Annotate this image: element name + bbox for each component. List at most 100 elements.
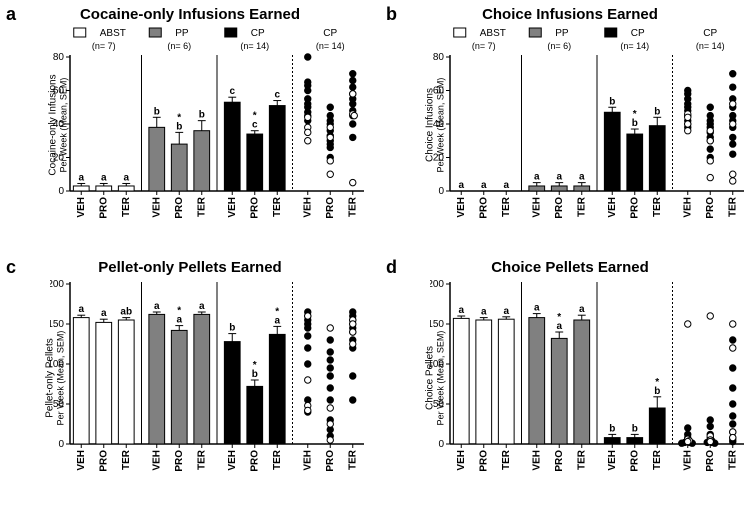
- svg-text:TER: TER: [576, 196, 587, 217]
- svg-text:PRO: PRO: [249, 197, 260, 219]
- svg-text:ABST: ABST: [100, 28, 126, 39]
- panel-a: a Cocaine-only Infusions Earned Cocaine-…: [0, 0, 380, 253]
- svg-text:a: a: [503, 180, 509, 191]
- svg-text:200: 200: [50, 279, 64, 290]
- ylabel-b: Choice Infusions Per Week (Mean, SEM): [424, 78, 446, 173]
- svg-text:*: *: [177, 306, 181, 317]
- svg-text:b: b: [199, 110, 205, 121]
- svg-text:a: a: [78, 304, 84, 315]
- svg-text:a: a: [579, 304, 585, 315]
- svg-text:*: *: [253, 360, 257, 371]
- svg-text:TER: TER: [727, 196, 738, 217]
- svg-text:PRO: PRO: [325, 450, 336, 472]
- svg-text:VEH: VEH: [302, 197, 313, 218]
- svg-text:CP: CP: [703, 28, 717, 39]
- svg-text:VEH: VEH: [76, 197, 87, 218]
- svg-text:(n= 14): (n= 14): [316, 41, 345, 51]
- svg-text:PRO: PRO: [478, 197, 489, 219]
- svg-text:a: a: [481, 180, 487, 191]
- svg-text:PRO: PRO: [325, 197, 336, 219]
- svg-text:(n= 7): (n= 7): [472, 41, 496, 51]
- svg-text:TER: TER: [121, 196, 132, 217]
- svg-text:TER: TER: [501, 196, 512, 217]
- svg-text:a: a: [123, 172, 129, 183]
- svg-text:TER: TER: [121, 449, 132, 470]
- svg-text:PRO: PRO: [554, 450, 565, 472]
- svg-text:0: 0: [58, 439, 64, 450]
- svg-text:200: 200: [430, 279, 444, 290]
- ylabel-b-line1: Choice Infusions: [424, 88, 435, 162]
- figure-grid: a Cocaine-only Infusions Earned Cocaine-…: [0, 0, 748, 506]
- chart-c-zone: Pellet-only Pellets Per Week (Mean, SEM)…: [50, 278, 368, 478]
- svg-text:a: a: [154, 301, 160, 312]
- svg-text:PRO: PRO: [174, 450, 185, 472]
- svg-text:a: a: [101, 172, 107, 183]
- svg-text:c: c: [229, 86, 235, 97]
- svg-text:(n= 14): (n= 14): [696, 41, 725, 51]
- svg-text:(n= 14): (n= 14): [620, 41, 649, 51]
- panel-title-a: Cocaine-only Infusions Earned: [6, 6, 374, 23]
- svg-text:(n= 6): (n= 6): [167, 41, 191, 51]
- svg-text:PRO: PRO: [98, 197, 109, 219]
- svg-text:PRO: PRO: [705, 450, 716, 472]
- svg-text:b: b: [632, 423, 638, 434]
- svg-text:(n= 14): (n= 14): [240, 41, 269, 51]
- panel-label-d: d: [386, 257, 397, 278]
- ylabel-a-line1: Cocaine-only Infusions: [48, 74, 59, 175]
- svg-text:b: b: [609, 96, 615, 107]
- svg-text:0: 0: [438, 439, 444, 450]
- svg-text:TER: TER: [347, 196, 358, 217]
- svg-text:VEH: VEH: [456, 450, 467, 471]
- svg-text:*: *: [655, 377, 659, 388]
- svg-text:b: b: [609, 423, 615, 434]
- ylabel-b-line2: Per Week (Mean, SEM): [435, 78, 445, 173]
- panel-label-a: a: [6, 4, 16, 25]
- svg-text:b: b: [229, 323, 235, 334]
- svg-text:a: a: [503, 306, 509, 317]
- svg-text:ab: ab: [120, 307, 132, 318]
- svg-text:VEH: VEH: [607, 197, 618, 218]
- chart-c: 050100150200aVEHaPROabTERaVEHa*PROaTERbV…: [50, 278, 368, 478]
- svg-text:TER: TER: [272, 196, 283, 217]
- svg-text:a: a: [579, 172, 585, 183]
- svg-text:80: 80: [433, 52, 445, 63]
- svg-text:VEH: VEH: [227, 450, 238, 471]
- chart-a-zone: Cocaine-only Infusions Per Week (Mean, S…: [50, 25, 368, 225]
- panel-label-c: c: [6, 257, 16, 278]
- svg-text:ABST: ABST: [480, 28, 506, 39]
- svg-text:(n= 7): (n= 7): [92, 41, 116, 51]
- svg-text:CP: CP: [251, 28, 265, 39]
- panel-d: d Choice Pellets Earned Choice Pellets P…: [380, 253, 748, 506]
- svg-text:80: 80: [53, 52, 65, 63]
- svg-text:PRO: PRO: [629, 197, 640, 219]
- panel-title-d: Choice Pellets Earned: [386, 259, 748, 276]
- svg-text:TER: TER: [652, 196, 663, 217]
- svg-text:PRO: PRO: [554, 197, 565, 219]
- ylabel-a: Cocaine-only Infusions Per Week (Mean, S…: [48, 74, 70, 175]
- svg-text:a: a: [534, 172, 540, 183]
- svg-text:*: *: [177, 112, 181, 123]
- svg-text:a: a: [534, 303, 540, 314]
- svg-text:a: a: [481, 307, 487, 318]
- svg-text:a: a: [458, 180, 464, 191]
- svg-text:b: b: [654, 106, 660, 117]
- svg-text:(n= 6): (n= 6): [547, 41, 571, 51]
- svg-text:TER: TER: [272, 449, 283, 470]
- ylabel-c: Pellet-only Pellets Per Week (Mean, SEM): [44, 331, 66, 426]
- chart-b-zone: Choice Infusions Per Week (Mean, SEM) 02…: [430, 25, 748, 225]
- svg-text:VEH: VEH: [682, 450, 693, 471]
- svg-text:VEH: VEH: [531, 197, 542, 218]
- svg-text:a: a: [101, 308, 107, 319]
- panel-b: b Choice Infusions Earned Choice Infusio…: [380, 0, 748, 253]
- panel-label-b: b: [386, 4, 397, 25]
- svg-text:VEH: VEH: [151, 197, 162, 218]
- panel-title-c: Pellet-only Pellets Earned: [6, 259, 374, 276]
- svg-text:c: c: [274, 90, 280, 101]
- svg-text:PP: PP: [555, 28, 569, 39]
- panel-title-b: Choice Infusions Earned: [386, 6, 748, 23]
- ylabel-d: Choice Pellets Per Week (Mean, SEM): [424, 331, 446, 426]
- svg-text:PRO: PRO: [174, 197, 185, 219]
- svg-text:*: *: [275, 306, 279, 317]
- svg-text:VEH: VEH: [227, 197, 238, 218]
- chart-d-zone: Choice Pellets Per Week (Mean, SEM) 0501…: [430, 278, 748, 478]
